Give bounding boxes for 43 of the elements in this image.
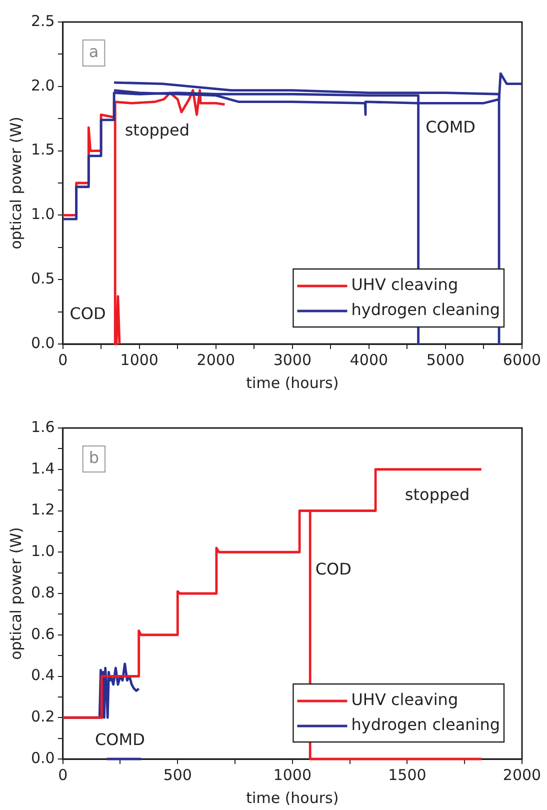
annotation: a — [88, 42, 99, 62]
y-tick-label: 0.0 — [30, 334, 55, 352]
y-tick-label: 1.0 — [30, 542, 55, 560]
y-tick-label: 1.0 — [30, 205, 55, 224]
y-tick-label: 0.6 — [30, 624, 55, 643]
y-tick-label: 2.5 — [30, 12, 55, 30]
y-axis-title: optical power (W) — [6, 527, 25, 660]
annotation: COMD — [94, 730, 145, 749]
y-tick-label: 1.5 — [30, 140, 55, 159]
x-tick-label: 500 — [163, 766, 192, 784]
y-tick-label: 1.2 — [30, 500, 55, 519]
x-tick-label: 1000 — [120, 350, 158, 369]
x-tick-label: 5000 — [426, 350, 465, 369]
annotation: stopped — [404, 485, 470, 504]
legend-label: UHV cleaving — [351, 690, 458, 710]
x-tick-label: 0 — [58, 350, 68, 369]
legend-label: hydrogen cleaning — [351, 715, 500, 734]
y-tick-label: 2.0 — [30, 76, 55, 94]
annotation: COMD — [426, 117, 476, 136]
x-axis-title: time (hours) — [246, 788, 339, 807]
legend-label: hydrogen cleaning — [351, 300, 500, 320]
x-tick-label: 1000 — [273, 766, 312, 784]
y-tick-label: 0.0 — [30, 748, 55, 767]
y-tick-label: 0.5 — [30, 269, 55, 288]
y-tick-label: 0.2 — [30, 708, 55, 726]
legend-label: UHV cleaving — [351, 275, 458, 294]
y-tick-label: 0.4 — [30, 666, 55, 684]
annotation: COD — [315, 559, 352, 578]
x-tick-label: 1500 — [388, 766, 426, 784]
y-axis-title: optical power (W) — [6, 116, 25, 250]
x-tick-label: 2000 — [196, 350, 235, 369]
annotation: COD — [70, 304, 106, 324]
annotation: b — [88, 448, 100, 468]
y-tick-label: 0.8 — [30, 583, 55, 602]
x-tick-label: 4000 — [350, 350, 388, 369]
x-axis-title: time (hours) — [246, 374, 339, 392]
annotation: stopped — [124, 120, 190, 140]
x-tick-label: 2000 — [502, 766, 542, 784]
y-tick-label: 1.4 — [30, 459, 55, 478]
x-tick-label: 3000 — [273, 350, 312, 369]
y-tick-label: 1.6 — [30, 418, 55, 436]
x-tick-label: 0 — [58, 766, 68, 784]
x-tick-label: 6000 — [502, 350, 542, 369]
